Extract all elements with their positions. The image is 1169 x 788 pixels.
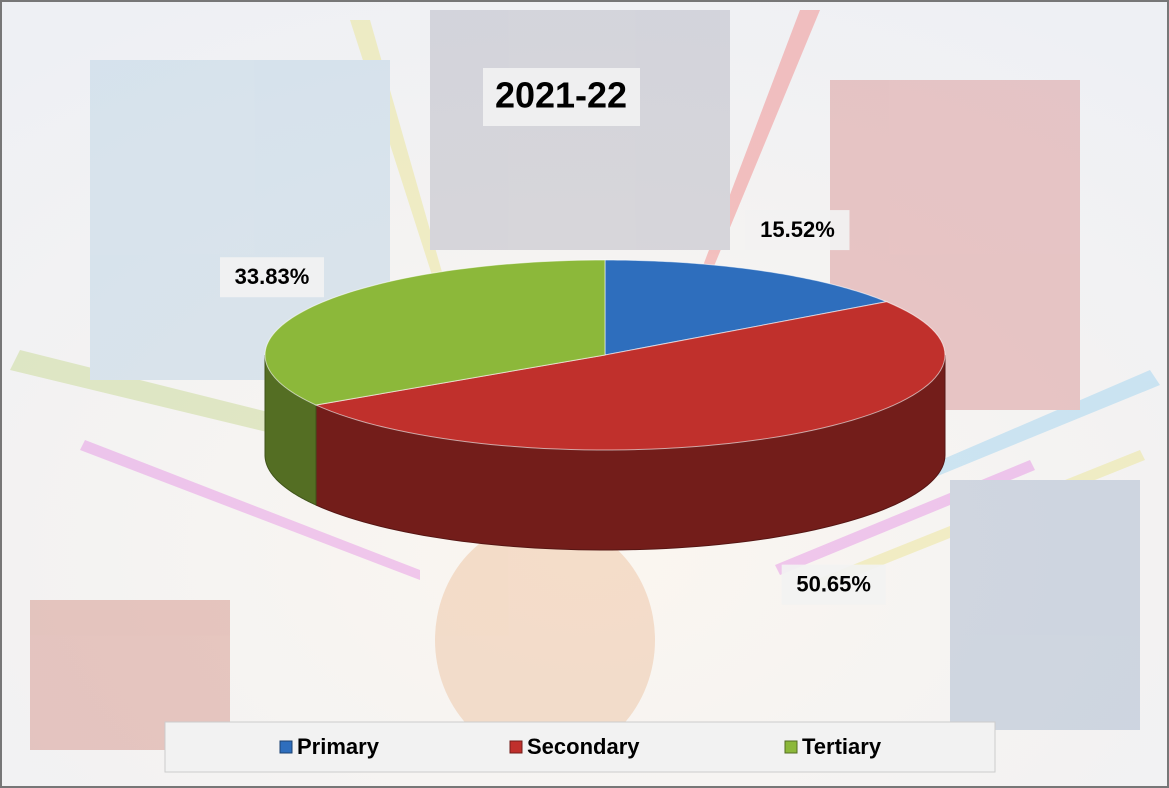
legend-label: Tertiary [802, 734, 882, 759]
data-label-box [219, 257, 324, 298]
decoration [10, 10, 1160, 760]
data-label: 33.83% [235, 264, 310, 289]
slice [604, 259, 889, 356]
data-label: 15.52% [760, 217, 835, 242]
legend-swatch [279, 740, 293, 754]
data-label-box [781, 564, 886, 605]
legend-label: Primary [297, 734, 380, 759]
title-box [483, 68, 640, 126]
slice [314, 301, 946, 451]
legend-label: Secondary [527, 734, 640, 759]
slice [264, 259, 606, 406]
legend [164, 721, 996, 773]
pie: 15.52% 50.65% 33.83% [219, 210, 946, 605]
data-label-box [745, 210, 850, 251]
data-label: 50.65% [796, 571, 871, 596]
legend-swatch [784, 740, 798, 754]
legend-items: Primary Secondary Tertiary [279, 734, 882, 759]
chart-title: 2021-22 [495, 75, 627, 116]
legend-swatch [509, 740, 523, 754]
